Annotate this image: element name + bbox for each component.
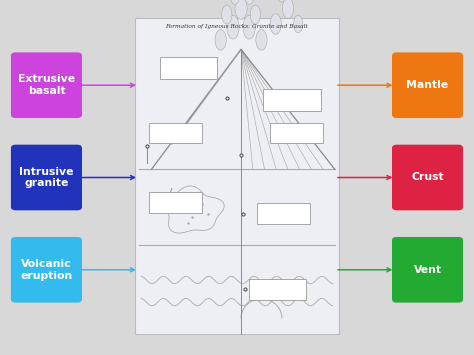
Text: Volcanic
eruption: Volcanic eruption bbox=[20, 259, 73, 280]
Ellipse shape bbox=[283, 0, 293, 18]
Text: Extrusive
basalt: Extrusive basalt bbox=[18, 75, 75, 96]
FancyBboxPatch shape bbox=[160, 57, 217, 80]
Text: Crust: Crust bbox=[411, 173, 444, 182]
Text: Vent: Vent bbox=[413, 265, 442, 275]
FancyBboxPatch shape bbox=[11, 237, 82, 302]
Ellipse shape bbox=[256, 29, 267, 50]
FancyBboxPatch shape bbox=[11, 145, 82, 210]
FancyBboxPatch shape bbox=[135, 18, 339, 334]
Text: Intrusive
granite: Intrusive granite bbox=[19, 167, 73, 188]
FancyBboxPatch shape bbox=[249, 279, 306, 300]
Text: Formation of Igneous Rocks: Granite and Basalt: Formation of Igneous Rocks: Granite and … bbox=[165, 24, 309, 29]
FancyBboxPatch shape bbox=[149, 123, 202, 143]
FancyBboxPatch shape bbox=[392, 52, 463, 118]
Ellipse shape bbox=[230, 0, 239, 4]
FancyBboxPatch shape bbox=[11, 52, 82, 118]
Ellipse shape bbox=[250, 5, 260, 24]
FancyBboxPatch shape bbox=[149, 192, 202, 213]
Ellipse shape bbox=[215, 29, 226, 50]
FancyBboxPatch shape bbox=[264, 89, 320, 111]
FancyBboxPatch shape bbox=[257, 203, 310, 224]
FancyBboxPatch shape bbox=[392, 237, 463, 302]
Ellipse shape bbox=[222, 5, 232, 24]
Ellipse shape bbox=[293, 15, 303, 33]
Ellipse shape bbox=[227, 15, 239, 39]
Text: Mantle: Mantle bbox=[407, 80, 448, 90]
Ellipse shape bbox=[277, 0, 287, 2]
Ellipse shape bbox=[270, 14, 282, 34]
FancyBboxPatch shape bbox=[270, 123, 323, 143]
Ellipse shape bbox=[245, 0, 254, 4]
Ellipse shape bbox=[243, 15, 255, 39]
FancyBboxPatch shape bbox=[392, 145, 463, 210]
Ellipse shape bbox=[235, 0, 247, 19]
